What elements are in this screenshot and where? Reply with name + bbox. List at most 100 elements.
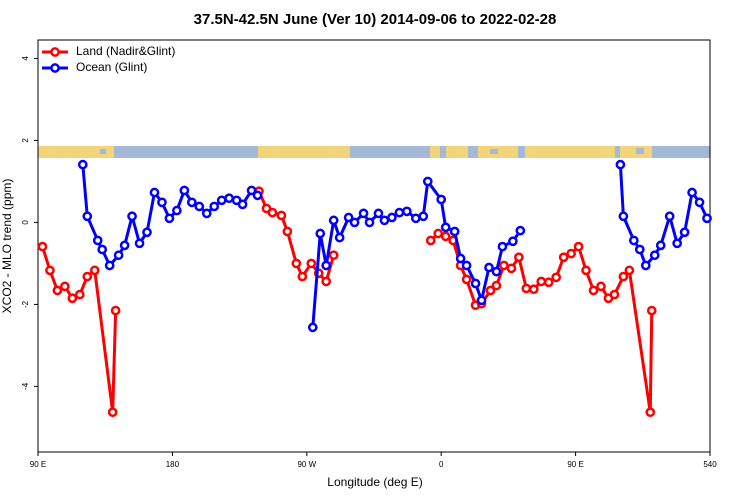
data-point xyxy=(237,199,248,210)
legend-marker xyxy=(50,63,60,73)
data-point xyxy=(558,252,569,263)
data-point xyxy=(702,213,712,224)
data-point xyxy=(291,258,302,269)
data-point xyxy=(328,215,339,226)
data-point xyxy=(655,240,666,251)
data-point xyxy=(358,208,369,219)
y-tick-label: 4 xyxy=(21,56,30,61)
data-point xyxy=(252,190,263,201)
data-point xyxy=(640,260,651,271)
data-point xyxy=(201,208,212,219)
data-point xyxy=(436,194,447,205)
data-point xyxy=(52,285,63,296)
data-point xyxy=(618,211,629,222)
data-point xyxy=(77,159,88,170)
data-point xyxy=(379,215,390,226)
data-point xyxy=(45,265,55,276)
data-point xyxy=(649,250,660,261)
data-point xyxy=(127,211,137,222)
data-point xyxy=(315,228,326,239)
data-point xyxy=(282,226,293,237)
data-point xyxy=(470,278,481,289)
data-point xyxy=(515,225,526,236)
data-point xyxy=(402,206,412,217)
y-tick-label: -4 xyxy=(21,382,30,390)
x-tick-label: 90 E xyxy=(567,460,583,469)
data-point xyxy=(321,260,332,271)
data-point xyxy=(224,193,234,204)
data-point xyxy=(107,407,118,418)
x-axis-label: Longitude (deg E) xyxy=(327,475,422,489)
data-point xyxy=(484,262,494,273)
data-point xyxy=(687,187,697,198)
data-point xyxy=(624,265,635,276)
data-point xyxy=(110,305,121,316)
data-point xyxy=(119,240,130,251)
x-tick-label: 180 xyxy=(166,460,180,469)
data-point xyxy=(694,197,705,208)
data-point xyxy=(157,197,167,208)
data-point xyxy=(37,241,48,252)
data-point xyxy=(373,208,384,219)
data-point xyxy=(581,265,591,276)
data-point xyxy=(104,260,115,271)
y-axis-label: XCO2 - MLO trend (ppm) xyxy=(0,179,14,314)
data-point xyxy=(410,213,421,224)
chart-title: 37.5N-42.5N June (Ver 10) 2014-09-06 to … xyxy=(194,11,557,28)
data-point xyxy=(433,228,444,239)
data-point xyxy=(573,241,584,252)
data-point xyxy=(664,211,675,222)
data-point xyxy=(306,258,317,269)
data-point xyxy=(364,217,375,228)
data-point xyxy=(179,185,190,196)
data-point xyxy=(343,212,354,223)
data-point xyxy=(164,213,175,224)
data-point xyxy=(514,252,524,263)
data-point xyxy=(425,235,436,246)
data-point xyxy=(82,271,93,282)
data-point xyxy=(92,235,103,246)
data-point xyxy=(276,210,287,221)
legend-label: Land (Nadir&Glint) xyxy=(76,44,175,58)
data-point xyxy=(618,271,629,282)
data-point xyxy=(551,272,562,283)
data-point xyxy=(321,276,332,287)
data-point xyxy=(543,277,554,288)
data-point xyxy=(113,250,124,261)
data-point xyxy=(440,231,451,242)
data-point xyxy=(672,238,682,249)
series-line xyxy=(81,164,709,328)
data-point xyxy=(506,263,517,274)
data-point xyxy=(422,176,433,187)
data-point xyxy=(588,285,599,296)
data-point xyxy=(508,236,518,247)
data-point xyxy=(521,283,532,294)
data-point xyxy=(89,265,100,276)
data-point xyxy=(485,285,496,296)
x-tick-label: 90 W xyxy=(297,460,316,469)
data-point xyxy=(646,305,657,316)
data-point xyxy=(97,244,108,255)
data-point xyxy=(461,260,472,271)
x-tick-label: 0 xyxy=(439,460,444,469)
legend-label: Ocean (Glint) xyxy=(76,60,147,74)
x-tick-label: 90 E xyxy=(30,460,46,469)
data-point xyxy=(615,159,626,170)
data-point xyxy=(645,407,656,418)
data-point xyxy=(497,241,508,252)
data-point xyxy=(609,289,620,300)
data-point xyxy=(394,207,405,218)
data-point xyxy=(634,244,645,255)
data-point xyxy=(297,271,308,282)
data-point xyxy=(60,281,70,292)
data-point xyxy=(142,227,152,238)
data-point xyxy=(679,227,690,238)
data-point xyxy=(216,195,227,206)
data-point xyxy=(387,212,397,223)
data-point xyxy=(461,274,472,285)
y-tick-label: -2 xyxy=(21,300,30,308)
data-point xyxy=(246,185,257,196)
y-tick-label: 2 xyxy=(21,138,30,143)
data-point xyxy=(134,238,145,249)
